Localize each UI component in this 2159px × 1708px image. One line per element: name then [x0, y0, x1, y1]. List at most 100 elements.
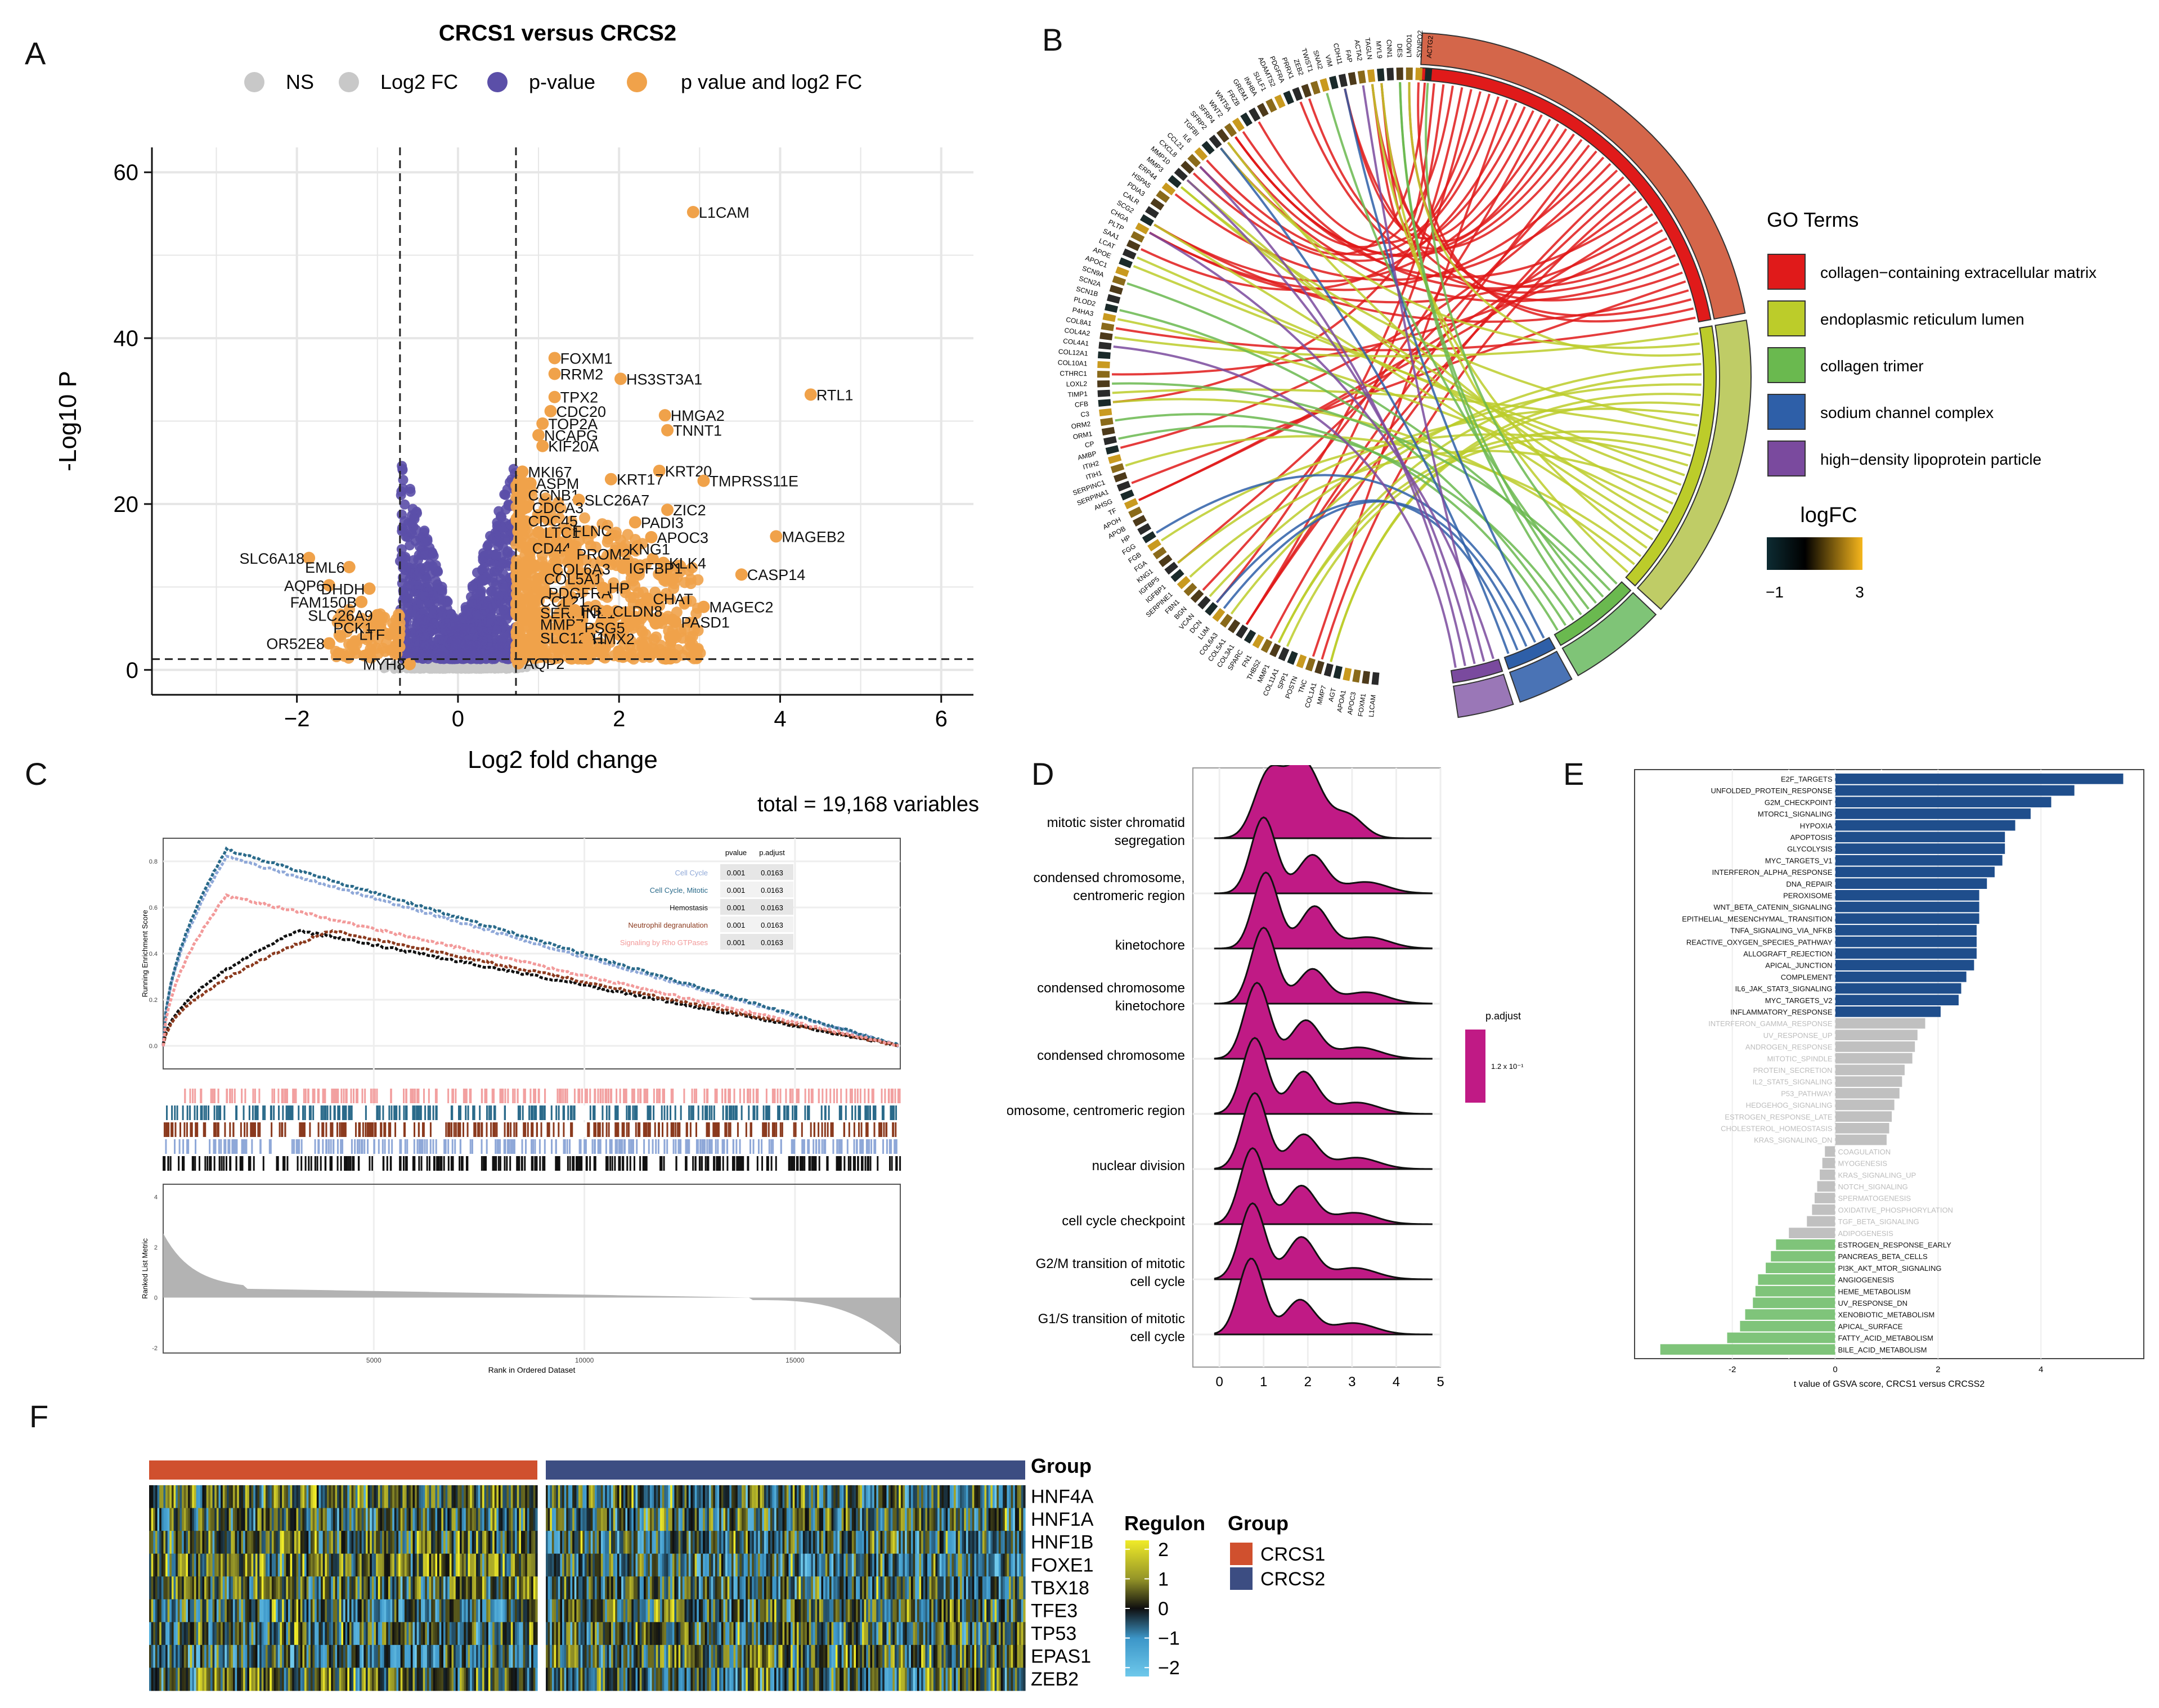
heatmap-cell	[435, 1508, 438, 1531]
heatmap-cell	[300, 1485, 303, 1509]
gene-block-34	[1120, 489, 1134, 501]
chord-link	[1344, 88, 1683, 302]
heatmap-cell	[513, 1485, 515, 1509]
chord-link	[1230, 363, 1702, 615]
ranked-metric-area	[163, 1233, 900, 1346]
pvalue-point	[407, 648, 418, 658]
heatmap-cell	[202, 1508, 205, 1531]
heatmap-cell	[277, 1485, 281, 1509]
heatmap-cell	[388, 1485, 391, 1509]
labeled-point-klk4	[657, 556, 670, 569]
chord-link	[1153, 223, 1654, 541]
table-series-name: Cell Cycle, Mitotic	[650, 886, 708, 895]
heatmap-cell	[169, 1485, 172, 1509]
heatmap-cell	[433, 1485, 436, 1509]
heatmap-cell	[216, 1485, 219, 1509]
heatmap-cell	[510, 1508, 514, 1531]
heatmap-cell	[520, 1508, 524, 1531]
pvalue-point	[397, 464, 408, 474]
gsva-category-label: APICAL_JUNCTION	[1765, 961, 1832, 970]
heatmap-cell	[433, 1508, 436, 1531]
heatmap-cell	[318, 1508, 321, 1531]
gene-block-2	[1352, 669, 1361, 683]
both-point	[637, 648, 649, 660]
gene-block-88	[1319, 78, 1330, 92]
chord-link	[1112, 398, 1635, 565]
both-point	[510, 538, 522, 550]
gene-block-6	[1314, 660, 1325, 675]
gsva-bar-33	[1822, 1158, 1835, 1168]
gsva-category-label: WNT_BETA_CATENIN_SIGNALING	[1713, 903, 1832, 911]
labeled-point-cldn8	[600, 605, 613, 618]
gene-label: PADI3	[641, 514, 684, 531]
gsva-category-label: G2M_CHECKPOINT	[1765, 798, 1833, 807]
heatmap-cell	[194, 1508, 197, 1531]
go-legend-label-4: high−density lipoprotein particle	[1820, 451, 2041, 468]
pvalue-point	[493, 615, 504, 626]
heatmap-cell	[253, 1508, 256, 1531]
gsva-bar-32	[1825, 1146, 1835, 1157]
heatmap-cell	[351, 1508, 354, 1531]
gene-name: L1CAM	[1367, 694, 1377, 717]
logfc-colorbar	[1767, 537, 1862, 570]
labeled-point-col5a1	[532, 572, 545, 585]
heatmap-cell	[519, 1508, 522, 1531]
heatmap-cell	[355, 1485, 358, 1509]
heatmap-cell	[380, 1508, 383, 1531]
pvalue-point	[454, 631, 464, 642]
gene-block-5	[1323, 663, 1334, 677]
gene-label: PSG5	[585, 620, 625, 637]
chord-link	[1114, 332, 1699, 358]
gene-label: COL6A3	[552, 561, 611, 578]
heatmap-cell	[308, 1508, 311, 1531]
both-point	[345, 639, 357, 651]
heatmap-cell	[298, 1508, 301, 1531]
both-point	[550, 556, 562, 568]
heatmap-cell	[263, 1485, 266, 1509]
heatmap-cell	[355, 1508, 358, 1531]
pvalue-point	[405, 540, 415, 551]
gene-block-79	[1240, 112, 1253, 127]
heatmap-cell	[155, 1508, 158, 1531]
pvalue-point	[432, 643, 442, 654]
gsva-bar-16	[1835, 960, 1974, 970]
chord-link	[1113, 345, 1457, 668]
gsva-category-label: KRAS_SIGNALING_UP	[1838, 1171, 1916, 1179]
gsva-bar-38	[1807, 1216, 1835, 1227]
heatmap-cell	[316, 1485, 320, 1509]
heatmap-cell	[227, 1485, 230, 1509]
chord-link	[1371, 84, 1648, 549]
heatmap-cell	[374, 1485, 376, 1509]
gsva-bar-40	[1776, 1239, 1835, 1250]
heatmap-cell	[360, 1508, 362, 1531]
padjust-legend-value: 1.2 x 10⁻¹	[1491, 1062, 1524, 1071]
gene-name: TF	[1107, 506, 1117, 517]
heatmap-cell	[161, 1531, 164, 1554]
go-legend-swatch-1	[1767, 300, 1806, 336]
group-bar-crcs2	[546, 1460, 1025, 1480]
chord-link	[1112, 388, 1696, 437]
heatmap-cell	[276, 1485, 279, 1509]
both-point	[685, 595, 697, 607]
gsva-bar-47	[1740, 1320, 1835, 1332]
both-point	[571, 525, 583, 537]
chord-link	[1112, 382, 1611, 591]
both-point	[663, 625, 675, 637]
gsva-category-label: FATTY_ACID_METABOLISM	[1838, 1334, 1933, 1342]
heatmap-cell	[404, 1508, 407, 1531]
labeled-point-krt20	[653, 464, 666, 477]
gene-label: MAGEB2	[782, 528, 845, 545]
ridge-category-label: mitotic sister chromatid	[1047, 815, 1185, 830]
legend-dot-1	[339, 72, 359, 92]
ridge-category-label: G2/M transition of mitotic	[1036, 1256, 1185, 1271]
heatmap-cell	[331, 1508, 334, 1531]
gene-block-9	[1287, 650, 1298, 665]
heatmap-cell	[155, 1531, 158, 1554]
heatmap-cell	[468, 1508, 470, 1531]
gene-block-61	[1126, 240, 1141, 251]
gene-block-11	[1269, 643, 1281, 658]
ridge-category-label: chromosome, centromeric region	[1007, 1103, 1185, 1118]
gene-label: HMGA2	[671, 407, 725, 424]
gene-block-22	[1183, 582, 1197, 596]
table-row-bg	[720, 934, 793, 950]
